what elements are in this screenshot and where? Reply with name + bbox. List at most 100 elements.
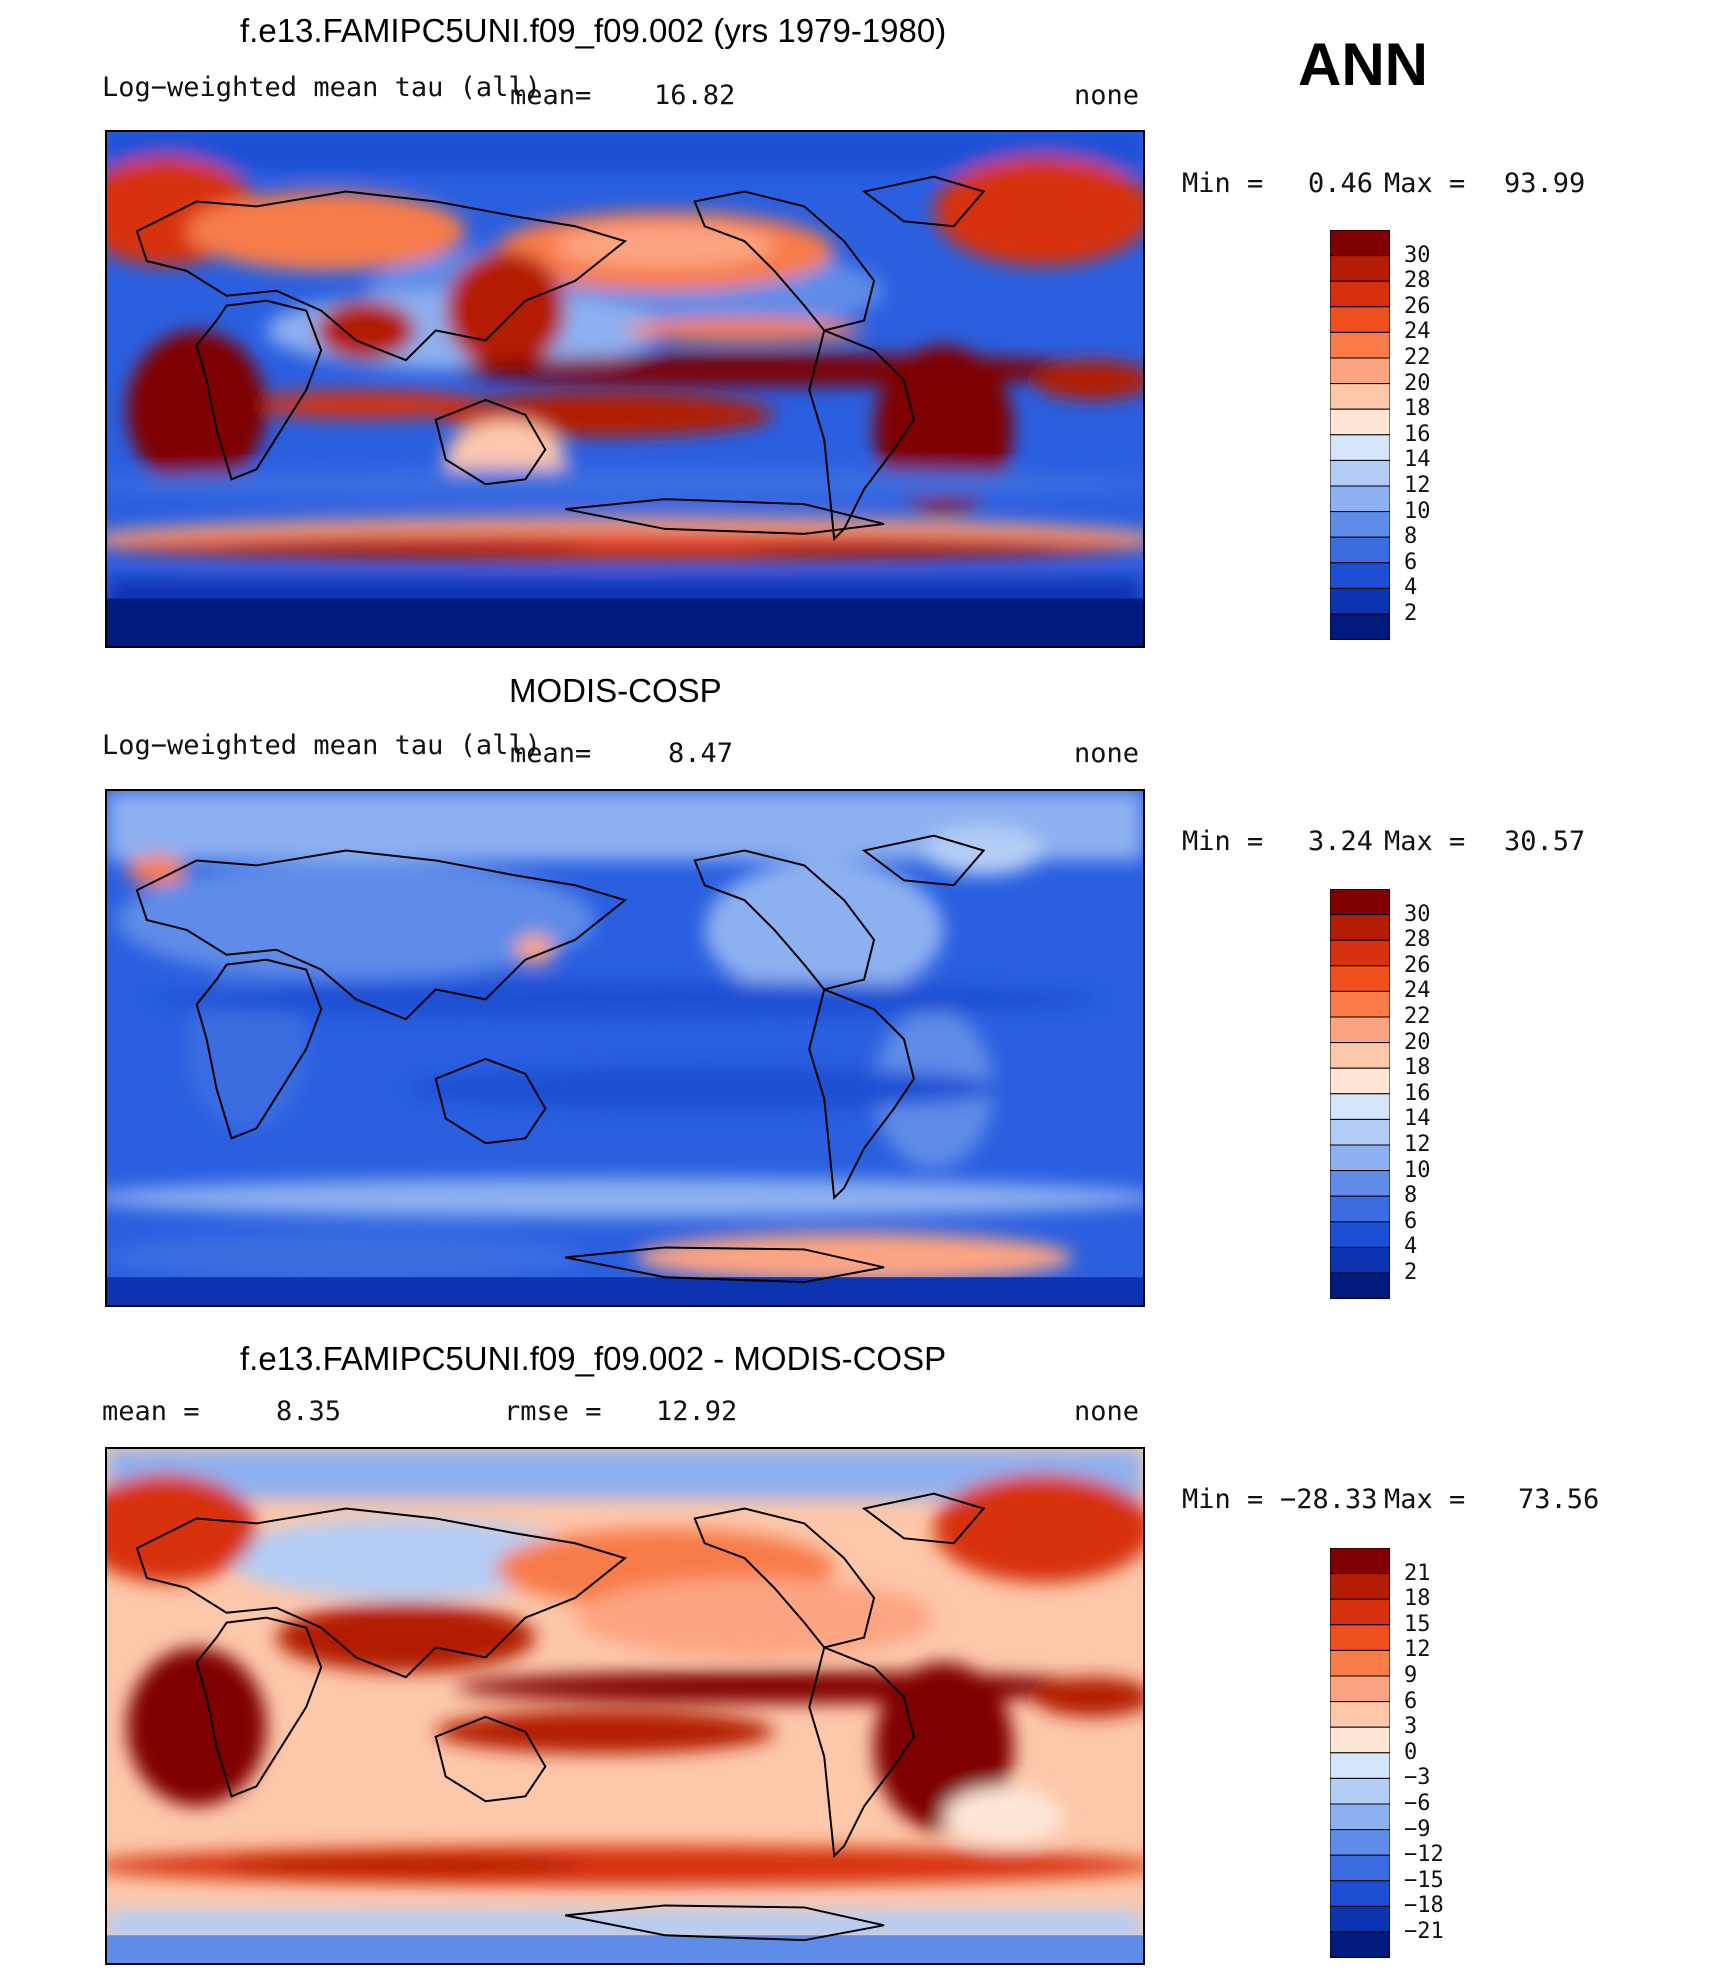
colorbar-segment <box>1330 306 1390 333</box>
colorbar-tick-label: −3 <box>1404 1765 1431 1791</box>
colorbar-tick-label: 28 <box>1404 927 1431 953</box>
colorbar-segment <box>1330 485 1390 513</box>
colorbar-segment <box>1330 914 1390 941</box>
colorbar-segment <box>1330 1144 1390 1172</box>
panel-2-map <box>105 789 1145 1307</box>
panel-2-mean-value: 8.47 <box>668 738 734 769</box>
colorbar-segment <box>1330 434 1390 461</box>
colorbar-segment <box>1330 1649 1390 1677</box>
panel-3-mean-value: 8.35 <box>276 1396 342 1427</box>
colorbar-tick-label: 18 <box>1404 396 1431 422</box>
season-label: ANN <box>1298 31 1428 98</box>
panel-1-map <box>105 130 1145 648</box>
colorbar-tick-label: 6 <box>1404 1688 1418 1714</box>
colorbar-segment <box>1330 459 1390 487</box>
panel-3-map <box>105 1447 1145 1965</box>
colorbar-tick-label: 22 <box>1404 1004 1431 1029</box>
panel-1-min-label: Min = <box>1182 168 1264 199</box>
colorbar-segment <box>1330 1829 1390 1856</box>
colorbar-tick-label: 20 <box>1404 1029 1431 1055</box>
colorbar-segment <box>1330 1548 1390 1575</box>
panel-1-max-label: Max = <box>1384 168 1466 199</box>
colorbar-tick-label: −21 <box>1404 1919 1444 1944</box>
colorbar-tick-label: 2 <box>1404 601 1418 626</box>
colorbar-segment <box>1330 939 1390 967</box>
colorbar-segment <box>1330 1931 1390 1958</box>
colorbar-svg <box>1330 889 1390 1299</box>
colorbar-segment <box>1330 990 1390 1018</box>
colorbar-tick-label: 8 <box>1404 524 1418 550</box>
colorbar-segment <box>1330 1170 1390 1197</box>
panel-2-map-svg <box>107 791 1143 1305</box>
colorbar-segment <box>1330 889 1390 916</box>
colorbar-segment <box>1330 1118 1390 1146</box>
panel-3-colorbar: 21 18 15 12 9 6 3 0 −3 −6 −9 −12 −15 −18 −21 <box>1330 1548 1444 1958</box>
colorbar-segment <box>1330 383 1390 410</box>
colorbar-tick-label: 21 <box>1404 1560 1431 1586</box>
colorbar-tick-label: −12 <box>1404 1842 1444 1868</box>
panel-1-variable: Log−weighted mean tau (all) <box>102 72 541 103</box>
colorbar-tick-label: 10 <box>1404 1157 1431 1183</box>
panel-1-max-value: 93.99 <box>1504 168 1586 199</box>
colorbar-segment <box>1330 1573 1390 1600</box>
colorbar-tick-label: 18 <box>1404 1586 1431 1612</box>
colorbar-tick-label: 6 <box>1404 1208 1418 1234</box>
colorbar-tick-label: 16 <box>1404 421 1431 447</box>
colorbar-tick-label: 30 <box>1404 242 1431 268</box>
colorbar-tick-label: 10 <box>1404 498 1431 524</box>
colorbar-tick-label: 12 <box>1404 473 1431 498</box>
colorbar-svg <box>1330 1548 1390 1958</box>
colorbar-tick-label: 6 <box>1404 549 1418 575</box>
colorbar-segment <box>1330 1777 1390 1805</box>
panel-1-colorbar: 30 28 26 24 22 20 18 16 14 12 10 8 6 4 2 <box>1330 230 1431 640</box>
panel-2-min-label: Min = <box>1182 826 1264 857</box>
colorbar-segment <box>1330 1905 1390 1933</box>
panel-2-title: MODIS-COSP <box>509 672 722 709</box>
colorbar-tick-label: 15 <box>1404 1611 1431 1637</box>
colorbar-tick-label: 9 <box>1404 1663 1418 1688</box>
colorbar-segment <box>1330 1042 1390 1069</box>
colorbar-segment <box>1330 536 1390 564</box>
panel-1-units: none <box>1074 80 1140 111</box>
colorbar-tick-label: 24 <box>1404 319 1431 345</box>
colorbar-tick-label: 12 <box>1404 1637 1431 1663</box>
panel-3-rmse-value: 12.92 <box>656 1396 738 1427</box>
colorbar-tick-label: −6 <box>1404 1791 1431 1816</box>
colorbar-segment <box>1330 1598 1390 1626</box>
colorbar-segment <box>1330 587 1390 615</box>
colorbar-segment <box>1330 1067 1390 1095</box>
colorbar-segment <box>1330 1752 1390 1779</box>
colorbar-svg <box>1330 230 1390 640</box>
panel-3-rmse-label: rmse = <box>504 1396 602 1427</box>
colorbar-segment <box>1330 1016 1390 1044</box>
colorbar-segment <box>1330 331 1390 359</box>
colorbar-tick-label: 8 <box>1404 1183 1418 1209</box>
colorbar-tick-label: 22 <box>1404 345 1431 370</box>
colorbar-segment <box>1330 1272 1390 1299</box>
colorbar-segment <box>1330 230 1390 257</box>
panel-3-min-value: −28.33 <box>1280 1484 1378 1515</box>
colorbar-tick-label: 30 <box>1404 901 1431 927</box>
colorbar-segment <box>1330 562 1390 589</box>
colorbar-tick-label: 26 <box>1404 293 1431 319</box>
colorbar-segment <box>1330 613 1390 640</box>
colorbar-segment <box>1330 1624 1390 1651</box>
colorbar-tick-label: 28 <box>1404 268 1431 294</box>
colorbar-tick-label: 20 <box>1404 370 1431 396</box>
colorbar-segment <box>1330 511 1390 538</box>
panel-2-colorbar: 30 28 26 24 22 20 18 16 14 12 10 8 6 4 2 <box>1330 889 1431 1299</box>
panel-3-map-svg <box>107 1449 1143 1963</box>
colorbar-tick-label: 4 <box>1404 1234 1418 1260</box>
panel-2-mean-label: mean= <box>510 738 592 769</box>
panel-3-mean-label: mean = <box>102 1396 200 1427</box>
colorbar-tick-label: 18 <box>1404 1055 1431 1081</box>
colorbar-segment <box>1330 255 1390 282</box>
colorbar-segment <box>1330 408 1390 436</box>
panel-2-max-value: 30.57 <box>1504 826 1586 857</box>
panel-2-min-value: 3.24 <box>1308 826 1374 857</box>
panel-3-min-label: Min = <box>1182 1484 1264 1515</box>
panel-1-mean-value: 16.82 <box>654 80 736 111</box>
colorbar-segment <box>1330 965 1390 992</box>
colorbar-tick-label: 24 <box>1404 978 1431 1004</box>
colorbar-tick-label: 3 <box>1404 1714 1418 1740</box>
